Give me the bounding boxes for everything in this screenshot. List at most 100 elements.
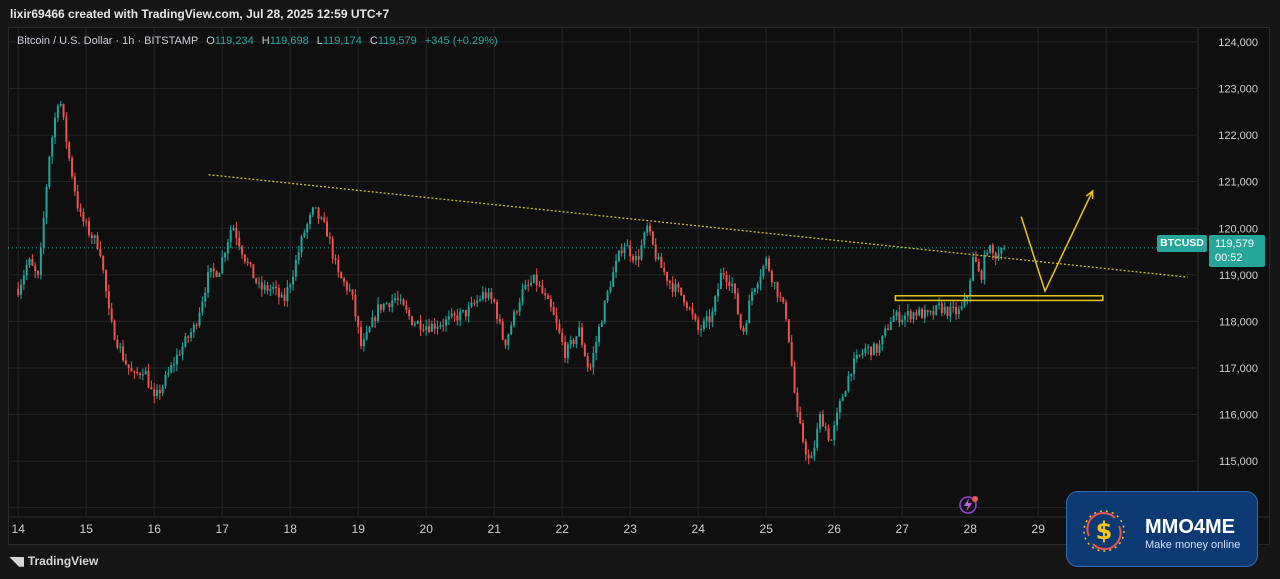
candle-body (283, 294, 286, 302)
candle-body (986, 252, 989, 255)
candle-body (555, 314, 558, 324)
candle-body (357, 316, 360, 328)
candle-body (17, 288, 20, 295)
candle-body (677, 284, 680, 288)
candle-body (20, 284, 23, 295)
candle-body (436, 326, 439, 329)
candle-body (980, 270, 983, 280)
candle-body (320, 217, 323, 219)
candle-body (280, 294, 283, 298)
candle-body (79, 208, 82, 212)
candle-body (790, 342, 793, 366)
candle-body (660, 256, 663, 268)
candle-body (685, 302, 688, 309)
x-tick-label: 28 (964, 522, 978, 536)
candle-body (218, 272, 221, 277)
candle-body (428, 326, 431, 332)
candle-body (932, 311, 935, 315)
candle-body (150, 387, 153, 390)
candle-body (640, 244, 643, 260)
candle-body (379, 304, 382, 310)
candle-body (156, 389, 159, 396)
candle-body (711, 311, 714, 323)
candle-body (487, 292, 490, 298)
candle-body (595, 342, 598, 354)
flash-icon[interactable] (956, 494, 980, 516)
candle-body (124, 360, 127, 365)
candle-body (940, 303, 943, 314)
candle-body (663, 267, 666, 272)
candle-body (589, 367, 592, 369)
candle-body (615, 260, 618, 273)
candle-body (773, 282, 776, 284)
candle-body (39, 247, 42, 275)
candle-body (192, 324, 195, 333)
candle-body (252, 264, 255, 279)
candle-body (470, 302, 473, 307)
projection-path (1020, 190, 1094, 294)
candle-body (130, 368, 133, 372)
x-tick-label: 21 (488, 522, 502, 536)
support-zone-box (894, 295, 1104, 302)
candle-body (158, 389, 161, 394)
candle-body (300, 236, 303, 253)
legend-change: +345 (+0.29%) (424, 35, 498, 47)
candle-body (493, 298, 496, 302)
candle-body (549, 299, 552, 308)
candle-body (719, 273, 722, 289)
candle-body (68, 142, 71, 159)
tradingview-logo[interactable]: ◥▮ TradingView (10, 554, 98, 568)
candle-body (289, 284, 292, 288)
legend-symbol: Bitcoin / U.S. Dollar · 1h · BITSTAMP (17, 35, 199, 47)
candle-body (402, 299, 405, 306)
candle-body (161, 386, 164, 394)
candle-body (527, 284, 530, 286)
candle-body (323, 217, 326, 222)
plot-area[interactable] (8, 27, 1270, 545)
candle-body (921, 309, 924, 319)
candle-body (433, 323, 436, 329)
candle-body (671, 282, 674, 292)
candle-body (705, 316, 708, 321)
legend-high: 119,698 (269, 35, 309, 47)
candle-body (702, 320, 705, 329)
candle-body (974, 257, 977, 262)
x-tick-label: 25 (760, 522, 774, 536)
candle-body (779, 296, 782, 298)
candle-body (878, 344, 881, 353)
candle-body (751, 292, 754, 301)
x-tick-label: 19 (352, 522, 366, 536)
candle-body (113, 321, 116, 340)
candle-body (385, 303, 388, 305)
candle-body (45, 186, 48, 219)
candle-body (411, 316, 414, 326)
candle-body (473, 302, 476, 304)
y-tick-label: 115,000 (1219, 456, 1258, 468)
candle-body (708, 316, 711, 323)
candle-body (969, 280, 972, 297)
candle-body (714, 296, 717, 312)
candle-body (232, 227, 235, 231)
candle-body (354, 294, 357, 317)
candle-body (501, 321, 504, 340)
candle-body (144, 370, 147, 375)
candle-body (102, 256, 105, 271)
candle-body (768, 258, 771, 271)
x-tick-label: 16 (148, 522, 162, 536)
candle-body (946, 306, 949, 317)
candle-body (345, 281, 348, 291)
candle-body (507, 334, 510, 346)
candle-body (255, 278, 258, 283)
candle-body (960, 306, 963, 310)
candle-body (413, 323, 416, 326)
candle-body (666, 271, 669, 281)
badge-title: MMO4ME (1145, 516, 1235, 538)
candle-body (722, 273, 725, 275)
chart-legend: Bitcoin / U.S. Dollar · 1h · BITSTAMP O1… (17, 35, 498, 47)
candle-body (782, 297, 785, 303)
candle-body (515, 311, 518, 313)
candle-body (600, 322, 603, 327)
candle-body (620, 250, 623, 254)
candle-body (314, 207, 317, 209)
